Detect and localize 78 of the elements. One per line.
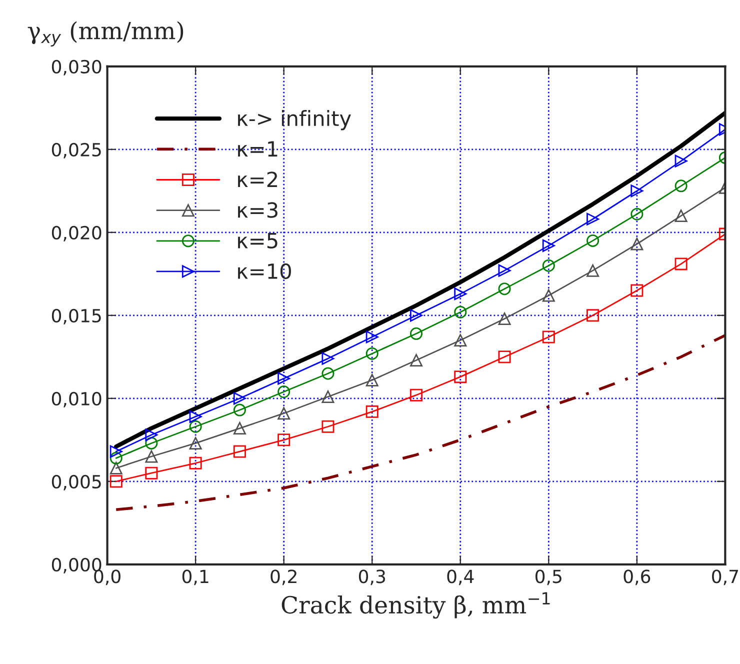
y-tick-label: 0,020 xyxy=(52,226,102,242)
point xyxy=(586,234,600,247)
point xyxy=(278,372,290,385)
point xyxy=(366,374,378,386)
point xyxy=(454,334,467,347)
point xyxy=(233,422,246,435)
point xyxy=(498,264,511,277)
point xyxy=(145,428,158,442)
legend-label: κ-> infinity xyxy=(238,110,351,130)
legend-label: κ=1 xyxy=(238,141,278,156)
point xyxy=(454,306,467,318)
point xyxy=(145,436,158,450)
x-tick-label: 0,4 xyxy=(447,570,474,586)
x-tick-label: 0,2 xyxy=(270,570,296,586)
point xyxy=(586,264,600,277)
point xyxy=(110,452,122,464)
point xyxy=(278,407,290,420)
point xyxy=(674,154,688,168)
point xyxy=(498,350,511,364)
point xyxy=(454,288,467,300)
point xyxy=(189,420,202,433)
point xyxy=(366,347,378,360)
x-tick-label: 0,3 xyxy=(358,570,386,586)
y-tick-label: 0,025 xyxy=(52,142,101,158)
point xyxy=(630,238,644,250)
point xyxy=(454,370,467,384)
y-tick-label: 0,030 xyxy=(52,60,102,76)
point xyxy=(322,420,334,433)
legend-label: κ=5 xyxy=(238,233,278,248)
point xyxy=(110,475,122,488)
y-axis-title: γ$_{xy}$ (mm/mm) xyxy=(28,21,184,46)
point xyxy=(278,386,290,398)
point xyxy=(189,410,202,423)
point xyxy=(145,450,158,463)
point xyxy=(233,404,246,416)
point xyxy=(410,388,422,402)
point xyxy=(674,258,688,270)
point xyxy=(498,312,511,325)
point xyxy=(366,405,378,418)
point xyxy=(586,212,600,226)
point xyxy=(278,434,290,446)
legend-label: κ=3 xyxy=(238,202,278,218)
point xyxy=(586,309,600,322)
point xyxy=(410,309,422,322)
point xyxy=(322,352,334,365)
x-tick-label: 0,6 xyxy=(624,570,650,586)
point xyxy=(674,180,688,192)
point xyxy=(366,330,378,344)
x-axis-title: Crack density β, mm$^{−1}$ xyxy=(282,592,550,619)
point xyxy=(630,208,644,220)
point xyxy=(233,392,246,405)
point xyxy=(630,184,644,198)
line-series xyxy=(114,334,726,512)
point xyxy=(189,436,202,450)
point xyxy=(542,330,555,344)
x-tick-label: 0,7 xyxy=(712,570,738,586)
x-tick-label: 0,5 xyxy=(535,570,562,586)
legend-label: κ=2 xyxy=(238,172,278,188)
point xyxy=(410,354,422,366)
y-tick-label: 0,005 xyxy=(52,474,101,490)
point xyxy=(674,210,688,222)
y-tick-label: 0,015 xyxy=(52,308,101,324)
point xyxy=(542,289,555,302)
point xyxy=(145,466,158,480)
x-tick-label: 0,1 xyxy=(182,570,208,586)
point xyxy=(233,445,246,458)
point xyxy=(322,390,334,403)
point xyxy=(542,239,555,252)
point xyxy=(630,284,644,297)
point xyxy=(110,445,122,458)
point xyxy=(189,456,202,470)
point xyxy=(410,327,422,340)
y-tick-label: 0,010 xyxy=(52,392,102,408)
point xyxy=(542,259,555,272)
point xyxy=(498,282,511,296)
legend-label: κ=10 xyxy=(238,263,291,280)
point xyxy=(110,462,122,474)
point xyxy=(322,367,334,380)
